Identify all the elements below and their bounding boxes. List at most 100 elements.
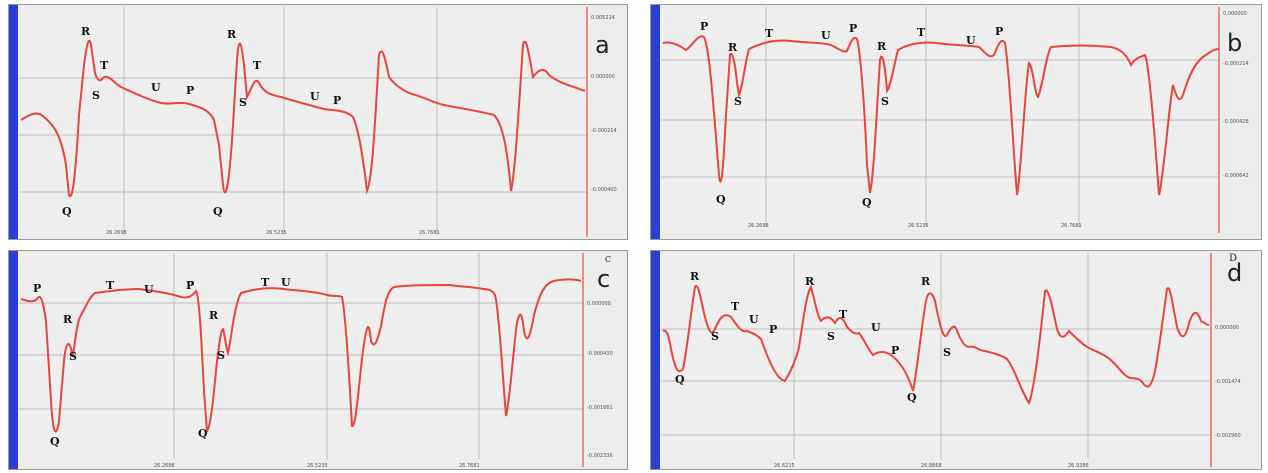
wave-label: U bbox=[151, 81, 161, 94]
wave-label: U bbox=[871, 321, 881, 334]
wave-label: S bbox=[217, 349, 225, 362]
wave-label: U bbox=[144, 283, 154, 296]
wave-label: R bbox=[63, 313, 73, 326]
panel-a-gridlines bbox=[19, 7, 587, 235]
x-tick-label: 26.5235 bbox=[266, 230, 287, 236]
wave-label: P bbox=[769, 323, 777, 336]
y-tick-label: -0.000642 bbox=[1223, 173, 1249, 179]
y-tick-label: -0.000214 bbox=[591, 128, 617, 134]
ecg-panel-a: R T S U P Q R T S U P Q 26.2698 26.5235 … bbox=[8, 4, 628, 240]
panel-d-ecg-trace bbox=[662, 284, 1210, 406]
wave-label: S bbox=[239, 96, 247, 109]
panel-b-gridlines bbox=[661, 7, 1219, 227]
wave-label: S bbox=[943, 346, 951, 359]
wave-label: R bbox=[209, 309, 219, 322]
panel-c-y-ticks: 0.000000 -0.000430 -0.001661 -0.002336 bbox=[587, 301, 613, 459]
ecg-panel-b: P R T U P S Q R T U P S Q 26.2698 26.523… bbox=[650, 4, 1262, 240]
wave-label: T bbox=[731, 300, 740, 313]
panel-a-letter: a bbox=[595, 31, 610, 59]
x-tick-label: 26.2698 bbox=[106, 230, 127, 236]
panel-b-wave-labels: P R T U P S Q R T U P S Q bbox=[700, 20, 1003, 209]
wave-label: P bbox=[186, 279, 194, 292]
wave-label: T bbox=[839, 308, 848, 321]
wave-label: U bbox=[749, 313, 759, 326]
wave-label: U bbox=[966, 34, 976, 47]
x-tick-label: 26.2698 bbox=[748, 223, 769, 229]
y-tick-label: -0.000430 bbox=[587, 351, 613, 357]
panel-a-wave-labels: R T S U P Q R T S U P Q bbox=[62, 25, 341, 218]
panel-c-plot: P T U P R S Q T U P R S Q 26.2698 26.523… bbox=[19, 253, 613, 469]
panel-b-x-ticks: 26.2698 26.5235 26.7681 bbox=[748, 223, 1082, 229]
wave-label: S bbox=[881, 95, 889, 108]
panel-c-blue-bar bbox=[9, 251, 18, 469]
wave-label: U bbox=[281, 276, 291, 289]
x-tick-label: 26.8868 bbox=[921, 463, 942, 469]
wave-label: R bbox=[877, 40, 887, 53]
wave-label: Q bbox=[213, 205, 223, 218]
panel-b-letter: b bbox=[1227, 29, 1243, 57]
wave-label: Q bbox=[862, 196, 872, 209]
wave-label: R bbox=[805, 275, 815, 288]
panel-d-plot: R T U S P Q R T S U P R S Q 26.6215 26.8… bbox=[661, 253, 1241, 469]
wave-label: T bbox=[765, 27, 774, 40]
wave-label: P bbox=[33, 282, 41, 295]
y-tick-label: 0.000000 bbox=[1215, 325, 1239, 331]
panel-d-wave-labels: R T U S P Q R T S U P R S Q bbox=[675, 270, 951, 404]
y-tick-label: -0.000400 bbox=[591, 187, 617, 193]
wave-label: R bbox=[690, 270, 700, 283]
y-tick-label: -0.002960 bbox=[1215, 433, 1241, 439]
wave-label: U bbox=[821, 29, 831, 42]
panel-b-ecg-trace bbox=[662, 35, 1220, 196]
panel-d-y-ticks: 0.000000 -0.001474 -0.002960 bbox=[1215, 325, 1241, 439]
wave-label: Q bbox=[716, 193, 726, 206]
y-tick-label: 0.000000 bbox=[591, 74, 615, 80]
panel-d-letter: d bbox=[1227, 259, 1243, 287]
y-tick-label: -0.002336 bbox=[587, 453, 613, 459]
wave-label: P bbox=[891, 344, 899, 357]
wave-label: S bbox=[827, 330, 835, 343]
wave-label: R bbox=[921, 275, 931, 288]
wave-label: P bbox=[849, 22, 857, 35]
wave-label: Q bbox=[62, 205, 72, 218]
panel-a-x-ticks: 26.2698 26.5235 26.7681 bbox=[106, 230, 440, 236]
wave-label: R bbox=[728, 41, 738, 54]
panel-b-y-ticks: 0.000000 -0.000214 -0.000428 -0.000642 bbox=[1223, 11, 1249, 179]
y-tick-label: 0.005214 bbox=[591, 15, 615, 21]
panel-d-x-ticks: 26.6215 26.8868 26.9286 bbox=[774, 463, 1089, 469]
panel-a-blue-bar bbox=[9, 5, 18, 239]
wave-label: Q bbox=[675, 373, 685, 386]
panel-c-letter: c bbox=[597, 265, 611, 293]
panel-c-wave-labels: P T U P R S Q T U P R S Q bbox=[33, 276, 291, 448]
x-tick-label: 26.5235 bbox=[908, 223, 929, 229]
x-tick-label: 26.2698 bbox=[154, 463, 175, 469]
x-tick-label: 26.7681 bbox=[419, 230, 440, 236]
wave-label: S bbox=[734, 95, 742, 108]
wave-label: P bbox=[186, 84, 194, 97]
wave-label: T bbox=[253, 59, 262, 72]
panel-d-blue-bar bbox=[651, 251, 660, 469]
wave-label: T bbox=[261, 276, 270, 289]
panel-c-corner-tick: C bbox=[605, 255, 612, 264]
wave-label: Q bbox=[50, 435, 60, 448]
ecg-panel-c: P T U P R S Q T U P R S Q 26.2698 26.523… bbox=[8, 250, 628, 470]
x-tick-label: 26.7681 bbox=[1061, 223, 1082, 229]
panel-d-corner-tick: D bbox=[1229, 253, 1238, 264]
y-tick-label: 0.000000 bbox=[1223, 11, 1247, 17]
ecg-panel-d: R T U S P Q R T S U P R S Q 26.6215 26.8… bbox=[650, 250, 1262, 470]
wave-label: P bbox=[700, 20, 708, 33]
wave-label: R bbox=[81, 25, 91, 38]
wave-label: T bbox=[100, 59, 109, 72]
x-tick-label: 26.5235 bbox=[307, 463, 328, 469]
wave-label: Q bbox=[907, 391, 917, 404]
y-tick-label: -0.001474 bbox=[1215, 379, 1241, 385]
panel-c-ecg-trace bbox=[20, 278, 582, 434]
wave-label: U bbox=[310, 90, 320, 103]
wave-label: S bbox=[69, 350, 77, 363]
wave-label: T bbox=[917, 26, 926, 39]
y-tick-label: -0.000214 bbox=[1223, 61, 1249, 67]
panel-d-gridlines bbox=[661, 253, 1211, 459]
wave-label: P bbox=[995, 25, 1003, 38]
panel-c-x-ticks: 26.2698 26.5235 26.7681 bbox=[154, 463, 480, 469]
wave-label: S bbox=[92, 89, 100, 102]
y-tick-label: -0.001661 bbox=[587, 405, 613, 411]
